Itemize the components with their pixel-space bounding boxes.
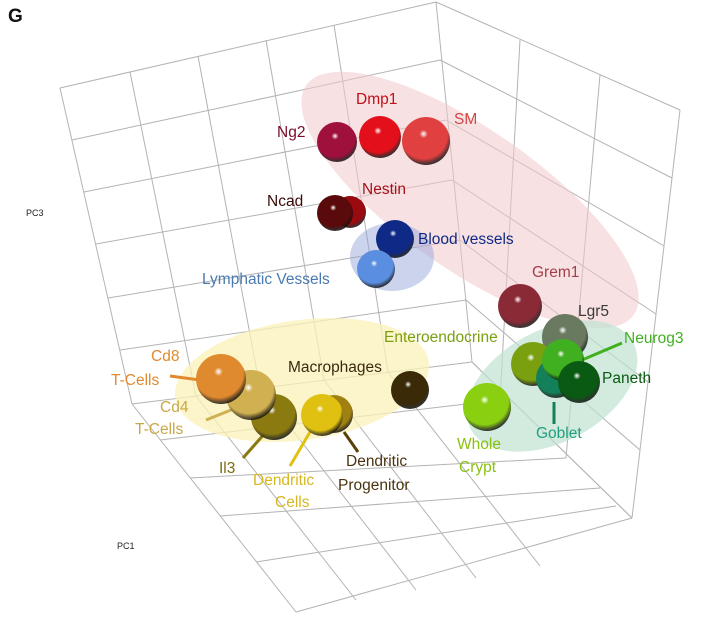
label-neurog3: Neurog3 (624, 330, 683, 347)
label-lymphatic-vessels: Lymphatic Vessels (202, 271, 330, 288)
point-blood-vessels (376, 220, 414, 258)
label-lgr5: Lgr5 (578, 303, 609, 320)
label-whole: Whole (457, 436, 501, 453)
label-nestin: Nestin (362, 181, 406, 198)
label-cells: Cells (275, 494, 310, 511)
label-macrophages: Macrophages (288, 359, 382, 376)
point-dmp1 (359, 116, 401, 158)
label-blood-vessels: Blood vessels (418, 231, 514, 248)
leader-cd8 (169, 374, 201, 382)
axis-label-pc3: PC3 (26, 208, 44, 218)
label-dendritic-2: Dendritic (346, 453, 407, 470)
axis-label-pc1: PC1 (117, 541, 135, 551)
point-dendritic-cells (301, 394, 343, 436)
label-il3: Il3 (219, 460, 235, 477)
label-progenitor: Progenitor (338, 477, 410, 494)
label-crypt: Crypt (459, 459, 497, 476)
data-points (196, 116, 600, 440)
leader-neurog3 (581, 341, 623, 362)
label-dmp1: Dmp1 (356, 91, 397, 108)
point-ng2 (317, 122, 357, 162)
label-ncad: Ncad (267, 193, 303, 210)
point-lymphatic-vessels (357, 250, 395, 288)
label-ng2: Ng2 (277, 124, 305, 141)
leader-dendritic-cells (288, 431, 312, 467)
leader-dendritic-progenitor (342, 431, 360, 453)
label-grem1: Grem1 (532, 264, 579, 281)
point-sm (402, 117, 450, 165)
label-paneth: Paneth (602, 370, 651, 387)
label-enteroendocrine: Enteroendocrine (384, 329, 498, 346)
label-cd8-tcells: T-Cells (111, 372, 159, 389)
label-cd4: Cd4 (160, 399, 189, 416)
point-whole-crypt (463, 383, 511, 431)
point-labels: Ng2 Dmp1 SM Ncad Nestin Blood vessels Ly… (111, 91, 683, 511)
point-paneth (558, 361, 600, 403)
panel-label: G (8, 6, 23, 27)
label-dendritic: Dendritic (253, 472, 314, 489)
point-grem1 (498, 284, 542, 328)
label-goblet: Goblet (536, 425, 582, 442)
label-cd4-tcells: T-Cells (135, 421, 183, 438)
label-cd8: Cd8 (151, 348, 179, 365)
point-macrophages (391, 371, 429, 409)
point-ncad (317, 195, 353, 231)
label-sm: SM (454, 111, 477, 128)
point-cd8-t-cells (196, 354, 246, 404)
